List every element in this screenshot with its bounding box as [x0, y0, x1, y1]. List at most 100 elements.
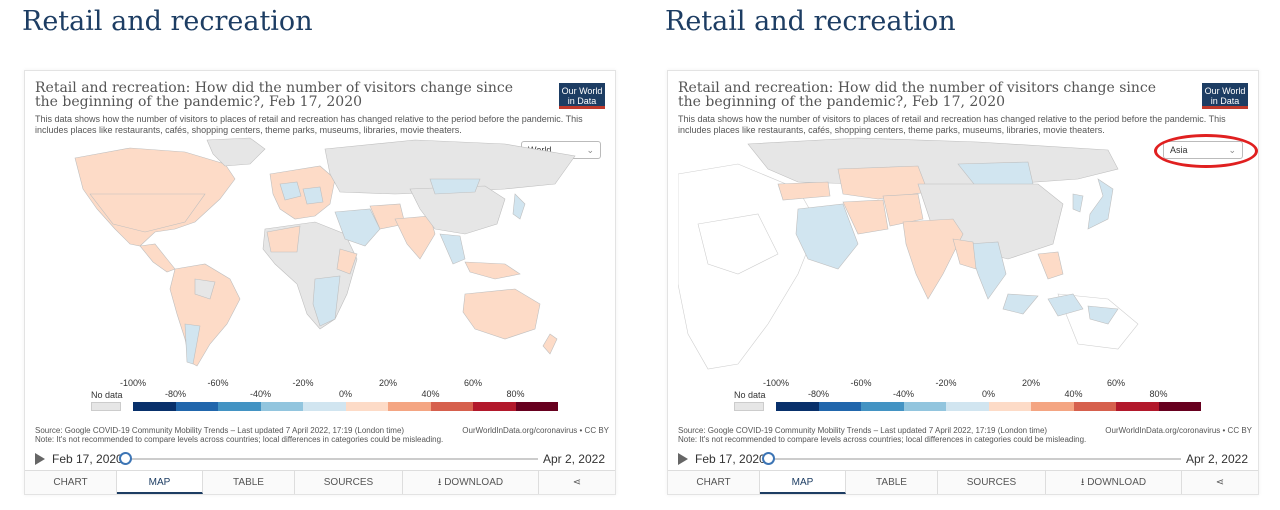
legend-bin[interactable] [175, 402, 218, 411]
tab-chart[interactable]: CHART [25, 471, 117, 494]
legend-tick: -100% [119, 378, 147, 388]
panel-asia: Retail and recreation Retail and recreat… [665, 0, 1265, 510]
map-country [952, 238, 977, 270]
legend-bin[interactable] [260, 402, 303, 411]
source-text: Source: Google COVID-19 Community Mobili… [35, 426, 405, 435]
legend-tick: -60% [207, 378, 229, 388]
map-country [269, 165, 336, 220]
legend-bin[interactable] [946, 402, 989, 411]
owid-logo[interactable]: Our World in Data [1202, 83, 1248, 109]
map-country [1047, 293, 1084, 317]
legend-bin[interactable] [1158, 402, 1201, 411]
timeline-end: Apr 2, 2022 [1185, 452, 1248, 466]
legend-tick: 20% [378, 378, 398, 388]
legend-bin[interactable] [818, 402, 861, 411]
map-country [394, 215, 436, 260]
legend-bin[interactable] [1031, 402, 1074, 411]
timeline-end: Apr 2, 2022 [542, 452, 605, 466]
legend-bin[interactable] [133, 402, 176, 411]
legend-bin[interactable] [303, 402, 346, 411]
chart-subtitle: This data shows how the number of visito… [35, 114, 583, 135]
map-country [542, 333, 558, 355]
map-country [334, 208, 381, 247]
map-country [902, 218, 964, 300]
legend-bin[interactable] [861, 402, 904, 411]
map-country [464, 261, 521, 280]
map-country [882, 193, 924, 227]
tab-map[interactable]: MAP [760, 471, 846, 494]
source-block: Source: Google COVID-19 Community Mobili… [678, 426, 1253, 444]
page-heading: Retail and recreation [665, 6, 956, 37]
tab-chart[interactable]: CHART [668, 471, 760, 494]
tab-sources[interactable]: SOURCES [295, 471, 403, 494]
map-country [89, 193, 206, 233]
play-icon[interactable] [678, 453, 688, 465]
legend-tick: 0% [981, 389, 996, 399]
highlight-ellipse [1154, 134, 1258, 168]
timeline: Feb 17, 2020 Apr 2, 2022 [35, 449, 607, 469]
tab-table[interactable]: TABLE [203, 471, 295, 494]
tab-map[interactable]: MAP [117, 471, 203, 494]
download-icon: ⭳ [437, 477, 442, 488]
legend-tick: -40% [892, 389, 915, 399]
map-country [139, 243, 176, 273]
source-link[interactable]: OurWorldInData.org/coronavirus • CC BY [1105, 426, 1252, 435]
legend-bin[interactable] [473, 402, 516, 411]
timeline-handle[interactable] [119, 452, 132, 465]
legend-bin[interactable] [515, 402, 558, 411]
tab-download[interactable]: ⭳ DOWNLOAD [403, 471, 539, 494]
legend-tick: -80% [807, 389, 830, 399]
legend-tick: -100% [762, 378, 790, 388]
legend-tick: -20% [292, 378, 314, 388]
share-icon: ⋖ [1215, 477, 1225, 488]
map-country [747, 137, 1119, 187]
map-country [184, 323, 201, 365]
map-country [439, 233, 466, 265]
source-link[interactable]: OurWorldInData.org/coronavirus • CC BY [462, 426, 609, 435]
legend-tick: 80% [506, 389, 525, 399]
legend-nodata-label: No data [91, 390, 123, 400]
note-text: Note: It's not recommended to compare le… [35, 435, 444, 444]
share-button[interactable]: ⋖ [539, 471, 615, 494]
tab-sources[interactable]: SOURCES [938, 471, 1046, 494]
map-country [795, 203, 859, 270]
tab-download-label: DOWNLOAD [1087, 477, 1147, 488]
legend-bin[interactable] [218, 402, 261, 411]
timeline: Feb 17, 2020 Apr 2, 2022 [678, 449, 1250, 469]
legend-bin[interactable] [903, 402, 946, 411]
map-country [1087, 178, 1114, 230]
share-icon: ⋖ [572, 477, 582, 488]
legend-bin[interactable] [388, 402, 431, 411]
map-country [1072, 193, 1084, 213]
owid-logo[interactable]: Our World in Data [559, 83, 605, 109]
tab-table[interactable]: TABLE [846, 471, 938, 494]
legend-bin[interactable] [776, 402, 819, 411]
legend-bin[interactable] [345, 402, 388, 411]
timeline-track[interactable] [125, 458, 538, 460]
map-country [302, 186, 324, 205]
timeline-track[interactable] [768, 458, 1181, 460]
share-button[interactable]: ⋖ [1182, 471, 1258, 494]
map-country [1002, 293, 1039, 315]
map-country [512, 193, 526, 220]
tab-download[interactable]: ⭳ DOWNLOAD [1046, 471, 1182, 494]
legend-bin[interactable] [988, 402, 1031, 411]
map-country [1087, 305, 1119, 325]
world-map[interactable] [35, 134, 607, 379]
timeline-handle[interactable] [762, 452, 775, 465]
tab-bar: CHART MAP TABLE SOURCES ⭳ DOWNLOAD ⋖ [668, 470, 1258, 494]
play-icon[interactable] [35, 453, 45, 465]
map-country [967, 241, 1007, 300]
legend-nodata-swatch [734, 402, 764, 411]
chart-subtitle: This data shows how the number of visito… [678, 114, 1226, 135]
legend-tick: 20% [1021, 378, 1041, 388]
map-outline [678, 163, 819, 370]
asia-map[interactable] [678, 134, 1250, 379]
legend-bin[interactable] [430, 402, 473, 411]
legend-bin[interactable] [1073, 402, 1116, 411]
legend-bin[interactable] [1116, 402, 1159, 411]
map-country [336, 248, 358, 275]
chart-card: Retail and recreation: How did the numbe… [667, 70, 1259, 495]
legend-nodata-label: No data [734, 390, 766, 400]
map-country [842, 199, 889, 235]
